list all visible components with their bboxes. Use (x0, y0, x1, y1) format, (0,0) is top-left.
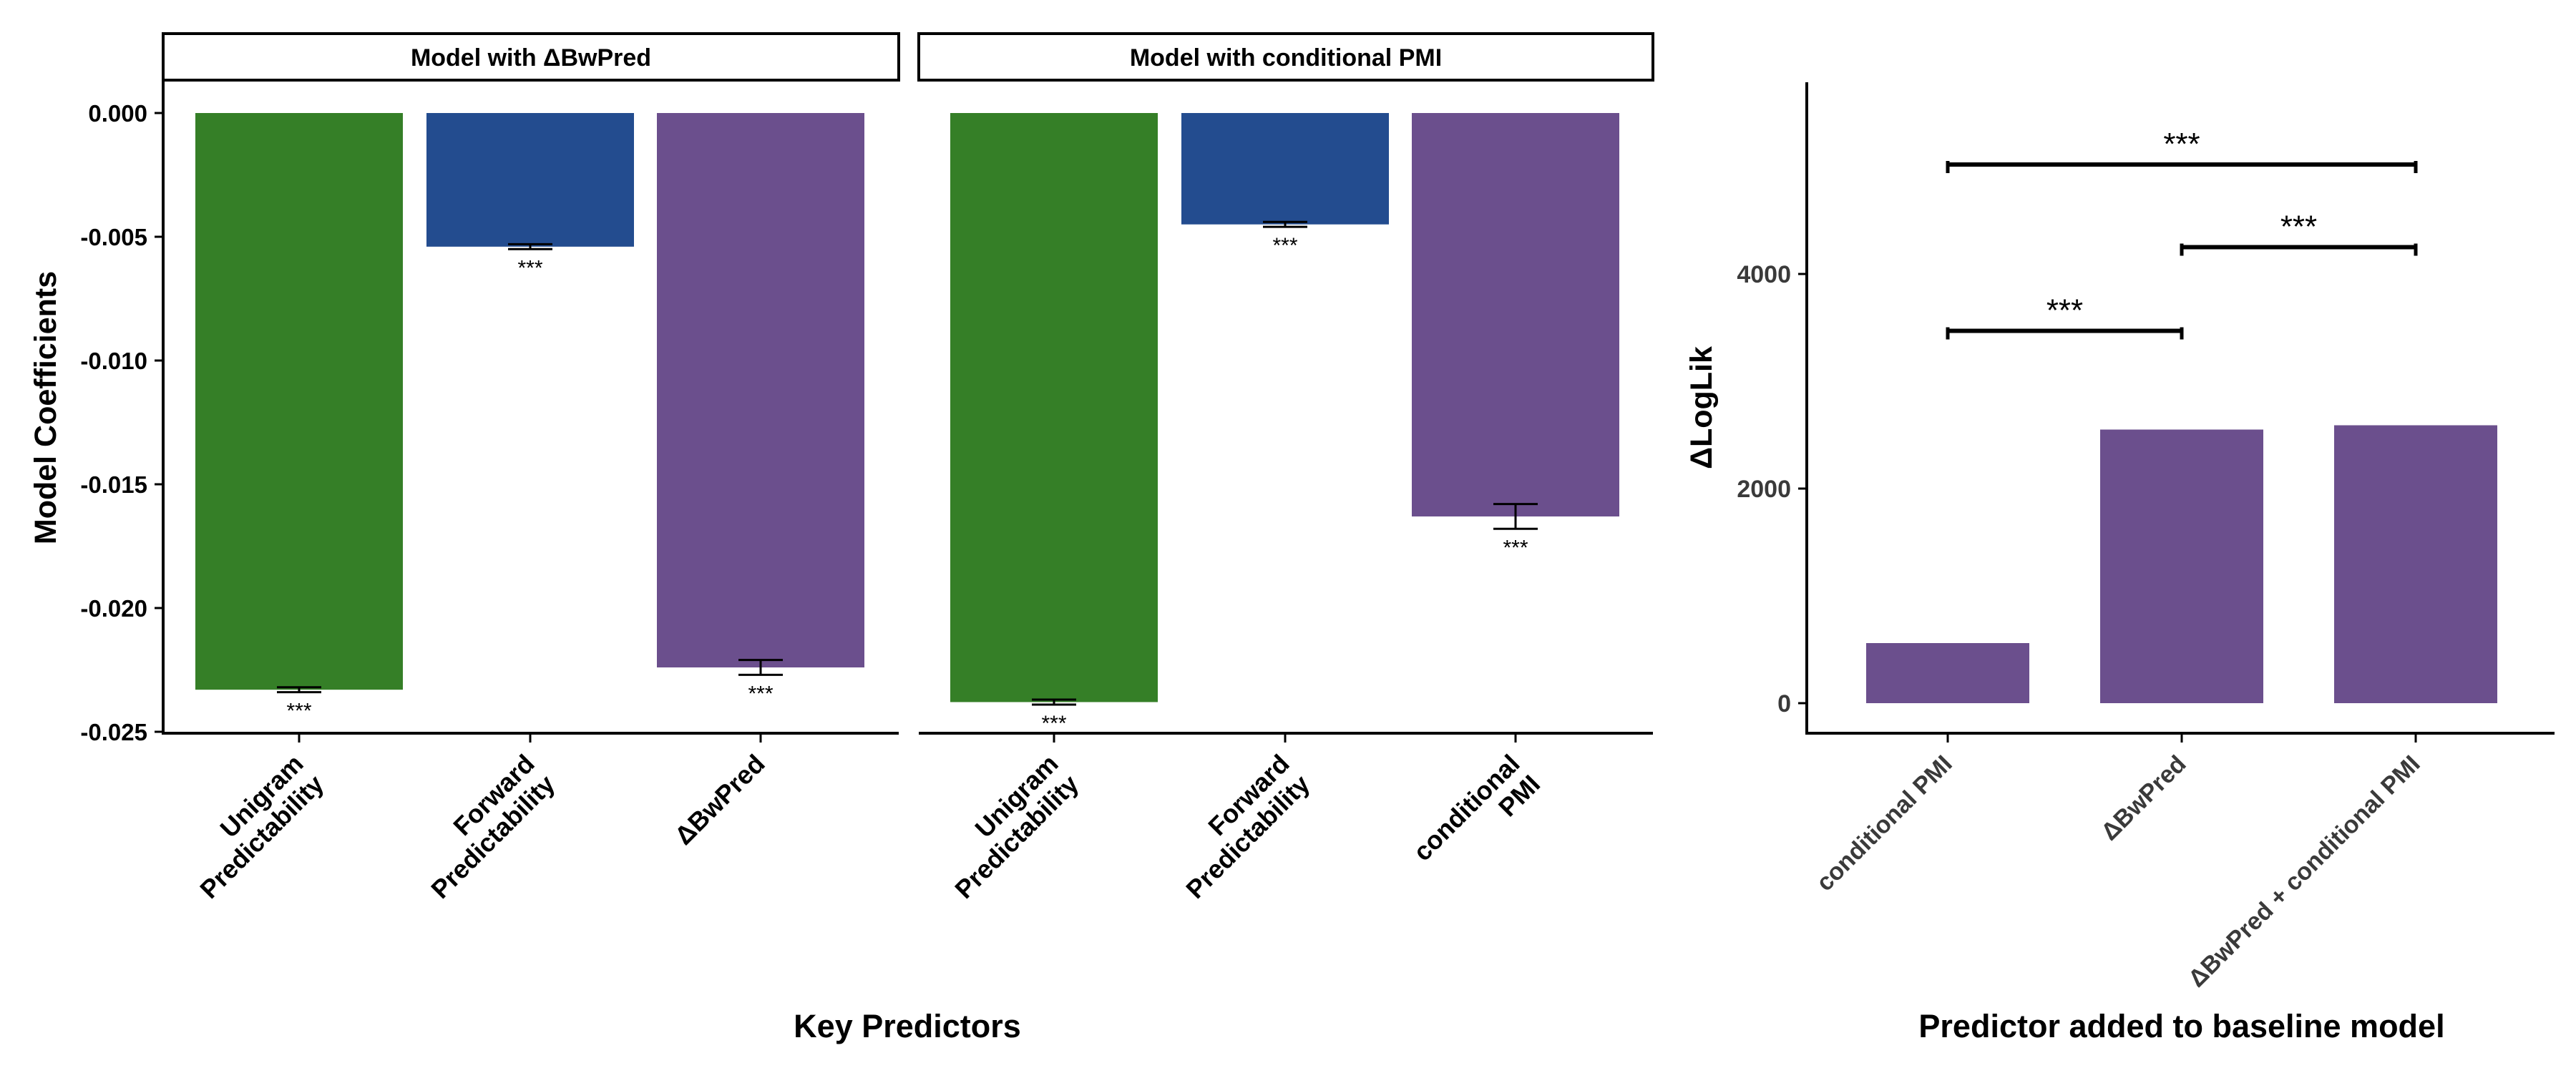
bar (2100, 429, 2263, 703)
y-tick-label: 0.000 (88, 100, 147, 127)
y-tick-label: 0 (1777, 690, 1791, 717)
x-tick-label: ForwardPredictability (405, 749, 560, 904)
significance-label: *** (517, 256, 542, 280)
x-tick-label: UnigramPredictability (174, 749, 329, 904)
bar (657, 113, 864, 668)
significance-label: *** (1272, 234, 1297, 258)
significance-label: *** (1041, 712, 1066, 735)
significance-label: *** (748, 682, 773, 705)
bar (426, 113, 634, 247)
bar (1181, 113, 1389, 225)
bar (1866, 643, 2029, 703)
x-axis-title: Predictor added to baseline model (1918, 1008, 2444, 1044)
bar (950, 113, 1158, 702)
y-axis-title: ΔLogLik (1684, 346, 1719, 469)
x-axis-title: Key Predictors (794, 1008, 1021, 1044)
x-tick-label: UnigramPredictability (929, 749, 1084, 904)
y-tick-label: 4000 (1737, 261, 1791, 288)
significance-label: *** (286, 700, 311, 723)
y-tick-label: 2000 (1737, 476, 1791, 503)
y-tick-label: -0.015 (80, 471, 147, 498)
x-tick-label: conditionalPMI (1407, 749, 1546, 887)
significance-label: *** (1503, 536, 1528, 559)
y-tick-label: -0.005 (80, 224, 147, 250)
x-tick-label: ΔBwPred (669, 749, 771, 851)
bar (1412, 113, 1619, 516)
x-tick-label: ΔBwPred (2096, 750, 2192, 846)
facet-strip (917, 32, 1654, 82)
x-tick-label: ΔBwPred + conditional PMI (2183, 750, 2426, 993)
facet-title: Model with ΔBwPred (411, 44, 651, 72)
x-tick-label: conditional PMI (1811, 750, 1958, 897)
facet-title: Model with conditional PMI (1130, 44, 1442, 72)
y-axis-title: Model Coefficients (29, 271, 63, 544)
bar (2334, 425, 2497, 703)
bar (195, 113, 403, 690)
comparison-significance-label: *** (2280, 210, 2317, 245)
y-tick-label: -0.025 (80, 719, 147, 745)
comparison-significance-label: *** (2163, 127, 2200, 162)
comparison-significance-label: *** (2046, 293, 2083, 328)
y-tick-label: -0.020 (80, 595, 147, 622)
x-tick-label: ForwardPredictability (1160, 749, 1315, 904)
y-tick-label: -0.010 (80, 348, 147, 374)
facet-strip (162, 32, 900, 82)
